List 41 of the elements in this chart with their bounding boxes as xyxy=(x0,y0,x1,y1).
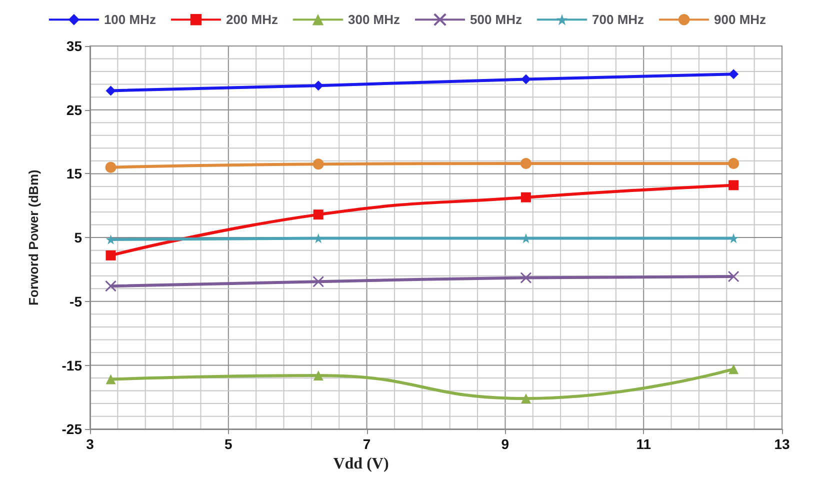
y-tick-label: -25 xyxy=(62,421,82,438)
y-tick-label: 25 xyxy=(66,102,82,118)
point xyxy=(728,270,740,282)
legend-label: 700 MHz xyxy=(592,12,645,28)
point xyxy=(106,86,116,96)
x-tick-label: 3 xyxy=(86,436,94,452)
y-tick-label: -5 xyxy=(70,293,82,310)
point xyxy=(520,74,531,84)
point xyxy=(520,393,531,404)
x-tick-label: 5 xyxy=(224,436,232,452)
x-axis-title: Vdd (V) xyxy=(333,456,389,472)
legend-label: 300 MHz xyxy=(348,12,400,28)
x-tick-label: 9 xyxy=(501,436,510,452)
point xyxy=(312,158,324,170)
legend-label: 500 MHz xyxy=(470,12,523,28)
y-tick-label: -15 xyxy=(62,357,82,374)
point xyxy=(106,250,116,260)
point xyxy=(520,272,532,284)
point xyxy=(728,364,739,374)
point xyxy=(520,192,531,202)
point xyxy=(728,158,740,169)
point xyxy=(312,276,324,288)
y-tick-label: 15 xyxy=(66,166,82,182)
point xyxy=(105,280,117,292)
legend-label: 100 MHz xyxy=(104,12,156,28)
point xyxy=(106,374,116,384)
x-tick-label: 11 xyxy=(636,436,652,452)
legend-label: 900 MHz xyxy=(714,12,767,28)
x-tick-label: 7 xyxy=(362,436,371,452)
legend-label: 200 MHz xyxy=(226,12,278,28)
point xyxy=(313,80,324,91)
point xyxy=(520,158,532,169)
point xyxy=(313,210,324,220)
point xyxy=(728,69,739,80)
point xyxy=(105,162,116,173)
y-tick-label: 35 xyxy=(66,38,82,54)
point xyxy=(313,370,324,380)
x-tick-label: 13 xyxy=(774,436,790,452)
y-axis-title: Forword Power (dBm) xyxy=(26,170,41,306)
point xyxy=(728,180,739,190)
y-tick-label: 5 xyxy=(74,230,82,246)
